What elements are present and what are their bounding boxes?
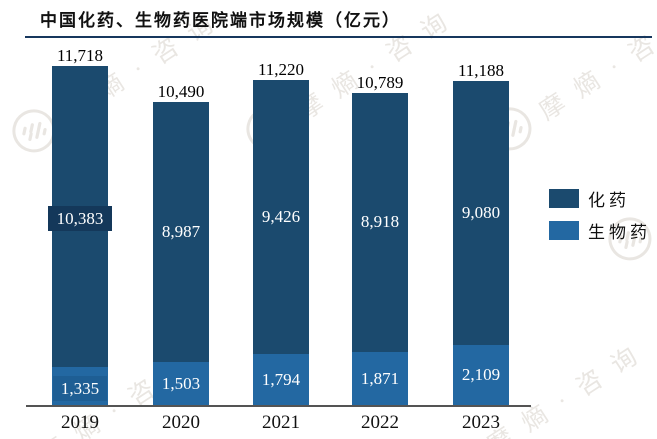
legend-item-bio: 生物药 [549, 218, 651, 243]
total-label-2022: 10,789 [335, 72, 425, 93]
data-label-bio-2019: 1,335 [35, 375, 125, 401]
bar-segment-chem-2020 [153, 101, 209, 363]
title-underline [25, 36, 652, 38]
total-label-2023: 11,188 [436, 60, 526, 81]
total-label-text: 11,188 [457, 61, 505, 81]
total-label-2021: 11,220 [236, 59, 326, 80]
chart-title: 中国化药、生物药医院端市场规模（亿元） [40, 11, 401, 30]
data-label-chem-2021: 9,426 [236, 206, 326, 227]
data-label-chem-2022: 8,918 [335, 211, 425, 232]
data-label-chem-text: 9,426 [261, 207, 301, 227]
total-label-text: 10,789 [356, 73, 404, 92]
total-label-2019: 11,718 [35, 45, 125, 66]
legend-item-chem: 化药 [549, 186, 651, 211]
data-label-bio-2023: 2,109 [436, 364, 526, 385]
total-label-text: 11,718 [56, 46, 104, 65]
watermark-stamp-icon [2, 99, 68, 167]
legend-label-chem: 化药 [588, 191, 630, 210]
data-label-bio-text: 2,109 [461, 365, 501, 385]
x-axis-label-2020: 2020 [162, 412, 200, 433]
x-axis-label-2023: 2023 [462, 412, 500, 433]
bar-segment-bio-2022 [352, 351, 408, 406]
data-label-bio-2021: 1,794 [236, 369, 326, 390]
data-label-chem-text: 9,080 [461, 203, 501, 223]
total-label-text: 10,490 [157, 81, 205, 101]
data-label-bio-text: 1,335 [52, 375, 108, 401]
bar-segment-chem-2022 [352, 93, 408, 352]
legend-label-bio: 生物药 [588, 223, 651, 242]
x-axis-label-2022: 2022 [361, 412, 399, 433]
data-label-chem-2019: 10,383 [35, 205, 125, 231]
watermark: 摩熵·咨询 [598, 98, 657, 275]
total-label-2020: 10,490 [136, 81, 226, 102]
watermark: 摩熵·咨询 [2, 0, 236, 167]
bar-segment-chem-2023 [453, 81, 509, 345]
data-label-chem-text: 10,383 [47, 205, 113, 231]
data-label-bio-text: 1,794 [261, 370, 301, 389]
data-label-chem-text: 8,987 [161, 222, 201, 241]
x-axis-label-2019: 2019 [61, 412, 99, 433]
data-label-chem-2023: 9,080 [436, 202, 526, 223]
x-axis-label-2021: 2021 [262, 412, 300, 433]
data-label-bio-text: 1,503 [161, 374, 201, 394]
bar-segment-bio-2023 [453, 344, 509, 406]
watermark-stamp-icon [598, 207, 657, 275]
data-label-bio-2022: 1,871 [335, 368, 425, 389]
legend: 化药 生物药 [549, 186, 651, 243]
legend-swatch-bio [549, 221, 579, 240]
data-label-bio-2020: 1,503 [136, 373, 226, 394]
x-axis-line [26, 405, 531, 407]
data-label-chem-2020: 8,987 [136, 221, 226, 242]
bar-segment-chem-2021 [253, 80, 309, 354]
total-label-text: 11,220 [257, 60, 305, 80]
data-label-bio-text: 1,871 [360, 368, 400, 388]
data-label-chem-text: 8,918 [360, 212, 400, 232]
bar-segment-bio-2020 [153, 362, 209, 406]
bar-segment-bio-2021 [253, 353, 309, 406]
legend-swatch-chem [549, 189, 579, 208]
